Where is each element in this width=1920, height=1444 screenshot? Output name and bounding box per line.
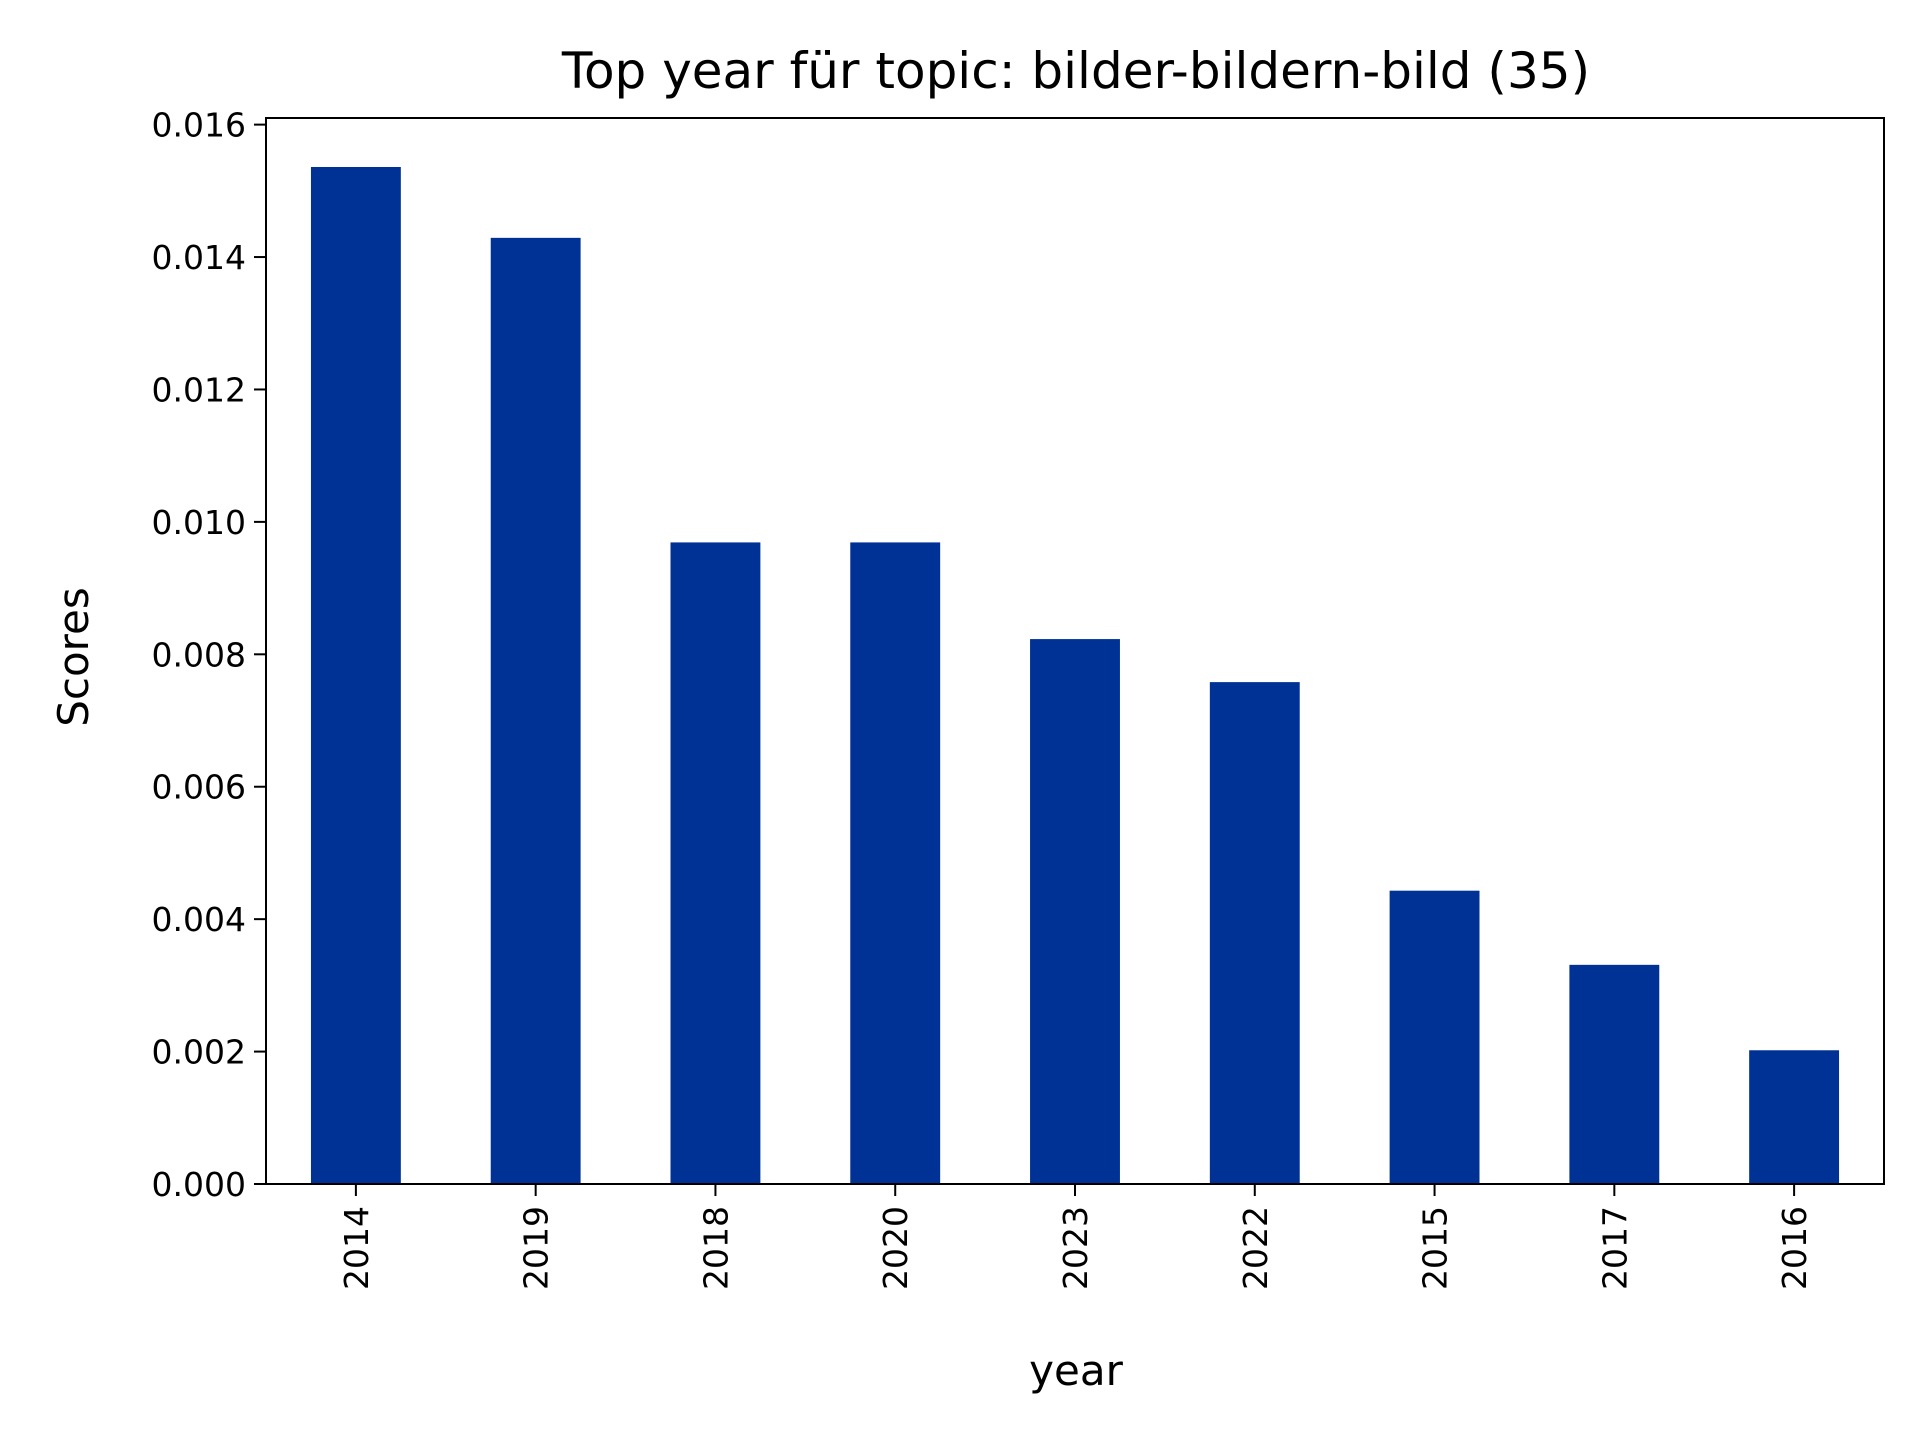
y-tick-label: 0.010 (152, 503, 246, 542)
x-tick-label: 2016 (1775, 1206, 1814, 1290)
bar-2022 (1209, 682, 1300, 1184)
x-tick-label: 2018 (696, 1206, 735, 1290)
x-tick-label: 2017 (1595, 1206, 1634, 1290)
y-tick-label: 0.014 (152, 238, 246, 277)
x-tick-label: 2015 (1416, 1206, 1455, 1290)
y-tick-label: 0.006 (152, 768, 246, 807)
plot-frame (265, 117, 1885, 1185)
bar-2020 (850, 542, 941, 1184)
bar-2018 (670, 542, 761, 1184)
y-tick-label: 0.002 (152, 1033, 246, 1072)
x-tick-label: 2022 (1236, 1206, 1275, 1290)
bar-2017 (1569, 964, 1660, 1184)
x-tick-label: 2014 (337, 1206, 376, 1290)
bar-2016 (1749, 1050, 1840, 1184)
y-tick-label: 0.016 (152, 106, 246, 145)
bar-2023 (1030, 639, 1120, 1184)
y-axis-label: Scores (49, 587, 98, 727)
x-axis-label: year (1029, 1346, 1123, 1395)
plot-area: 0.000 0.002 0.004 0.006 0.008 0.010 0.012 0.014… (152, 106, 1885, 1290)
y-tick-label: 0.008 (152, 635, 246, 674)
x-tick-label: 2020 (876, 1206, 915, 1290)
y-tick-label: 0.012 (152, 370, 246, 409)
bar-2015 (1389, 890, 1480, 1184)
y-tick-label: 0.000 (152, 1165, 246, 1204)
bar-2019 (490, 237, 581, 1185)
y-tick-label: 0.004 (152, 900, 246, 939)
chart-title: Top year für topic: bilder-bildern-bild … (561, 42, 1590, 100)
x-tick-label: 2019 (517, 1206, 556, 1290)
x-tick-label: 2023 (1056, 1206, 1095, 1290)
bar-2014 (310, 166, 401, 1184)
